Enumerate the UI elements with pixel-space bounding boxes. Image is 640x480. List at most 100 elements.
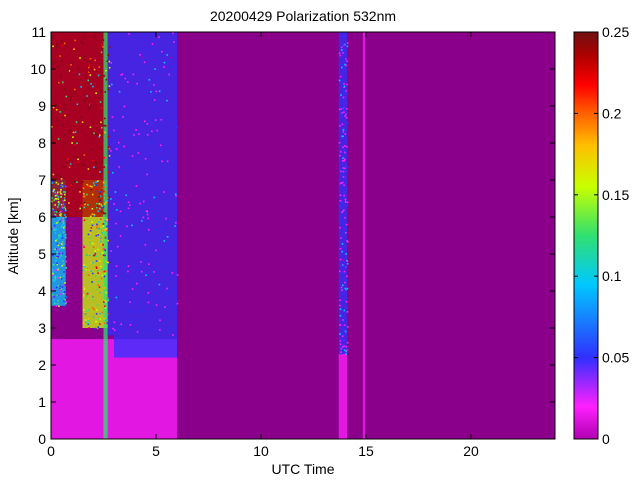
heatmap-speckle <box>342 210 344 213</box>
heatmap-speckle <box>167 59 170 62</box>
heatmap-speckle <box>71 142 73 144</box>
heatmap-speckle <box>103 156 105 159</box>
heatmap-speckle <box>52 280 55 282</box>
heatmap-speckle <box>341 298 343 301</box>
heatmap-speckle <box>102 46 104 48</box>
heatmap-speckle <box>137 319 139 321</box>
heatmap-speckle <box>128 33 130 35</box>
heatmap-speckle <box>59 276 62 279</box>
heatmap-speckle <box>144 152 147 154</box>
heatmap-speckle <box>96 304 99 307</box>
heatmap-speckle <box>90 262 92 264</box>
heatmap-speckle <box>115 275 117 277</box>
heatmap-speckle <box>53 302 56 304</box>
heatmap-speckle <box>129 301 131 304</box>
heatmap-speckle <box>83 287 86 289</box>
heatmap-speckle <box>147 301 150 304</box>
heatmap-speckle <box>52 269 54 272</box>
heatmap-speckle <box>98 66 101 68</box>
heatmap-speckle <box>99 227 102 230</box>
heatmap-speckle <box>103 270 106 273</box>
heatmap-speckle <box>145 274 147 276</box>
heatmap-speckle <box>84 312 87 314</box>
heatmap-speckle <box>105 164 107 166</box>
heatmap-speckle <box>100 216 103 219</box>
heatmap-speckle <box>120 159 123 161</box>
heatmap-speckle <box>103 75 105 77</box>
heatmap-speckle <box>89 230 92 232</box>
heatmap-speckle <box>60 213 62 215</box>
heatmap-speckle <box>63 42 66 45</box>
heatmap-speckle <box>86 98 89 100</box>
heatmap-speckle <box>82 42 84 45</box>
heatmap-speckle <box>99 75 102 78</box>
heatmap-speckle <box>119 210 122 213</box>
heatmap-speckle <box>55 103 57 106</box>
heatmap-speckle <box>92 182 95 184</box>
heatmap-speckle <box>110 149 112 152</box>
heatmap-speckle <box>340 286 343 289</box>
heatmap-speckle <box>99 312 101 315</box>
heatmap-speckle <box>89 107 91 109</box>
heatmap-speckle <box>148 84 151 86</box>
heatmap-speckle <box>63 271 65 273</box>
heatmap-speckle <box>53 229 56 231</box>
heatmap-speckle <box>118 166 120 168</box>
heatmap-speckle <box>52 106 55 109</box>
heatmap-speckle <box>70 184 72 186</box>
heatmap-speckle <box>129 321 132 323</box>
y-tick-label: 2 <box>38 357 46 373</box>
heatmap-speckle <box>141 309 144 312</box>
heatmap-speckle <box>107 54 110 56</box>
heatmap-speckle <box>61 60 63 62</box>
heatmap-speckle <box>103 299 106 302</box>
heatmap-speckle <box>346 166 349 168</box>
heatmap-speckle <box>100 121 102 124</box>
heatmap-speckle <box>61 193 63 196</box>
heatmap-speckle <box>97 233 100 235</box>
heatmap-speckle <box>97 227 99 230</box>
heatmap-speckle <box>171 305 173 307</box>
heatmap-speckle <box>59 184 62 186</box>
heatmap-speckle <box>158 90 161 93</box>
heatmap-speckle <box>338 141 341 144</box>
heatmap-speckle <box>127 201 130 204</box>
heatmap-speckle <box>55 248 58 250</box>
heatmap-speckle <box>152 271 155 273</box>
heatmap-speckle <box>339 201 342 203</box>
heatmap-speckle <box>346 42 349 44</box>
heatmap-speckle <box>104 131 106 134</box>
heatmap-speckle <box>338 270 341 273</box>
heatmap-speckle <box>345 255 348 258</box>
heatmap-speckle <box>60 203 63 206</box>
heatmap-speckle <box>98 207 101 210</box>
heatmap-speckle <box>108 196 111 198</box>
heatmap-speckle <box>105 291 108 294</box>
heatmap-speckle <box>342 131 344 134</box>
heatmap-speckle <box>52 263 55 266</box>
heatmap-speckle <box>342 176 345 178</box>
heatmap-speckle <box>126 225 128 228</box>
heatmap-speckle <box>55 256 58 259</box>
heatmap-speckle <box>93 47 95 49</box>
heatmap-speckle <box>93 35 95 38</box>
heatmap-speckle <box>94 252 97 255</box>
heatmap-speckle <box>123 145 125 148</box>
heatmap-speckle <box>61 220 63 222</box>
heatmap-speckle <box>86 254 89 256</box>
heatmap-speckle <box>104 307 107 309</box>
heatmap-speckle <box>176 302 179 305</box>
heatmap-speckle <box>147 47 150 50</box>
heatmap-speckle <box>113 141 116 144</box>
heatmap-speckle <box>98 134 101 136</box>
heatmap-speckle <box>343 85 346 88</box>
heatmap-speckle <box>106 60 109 62</box>
heatmap-speckle <box>97 269 99 272</box>
heatmap-speckle <box>58 284 61 287</box>
heatmap-speckle <box>63 291 65 294</box>
y-tick-label: 5 <box>38 246 46 262</box>
heatmap-speckle <box>92 246 95 249</box>
heatmap-speckle <box>343 230 346 233</box>
heatmap-speckle <box>339 125 341 127</box>
heatmap-speckle <box>138 133 140 135</box>
